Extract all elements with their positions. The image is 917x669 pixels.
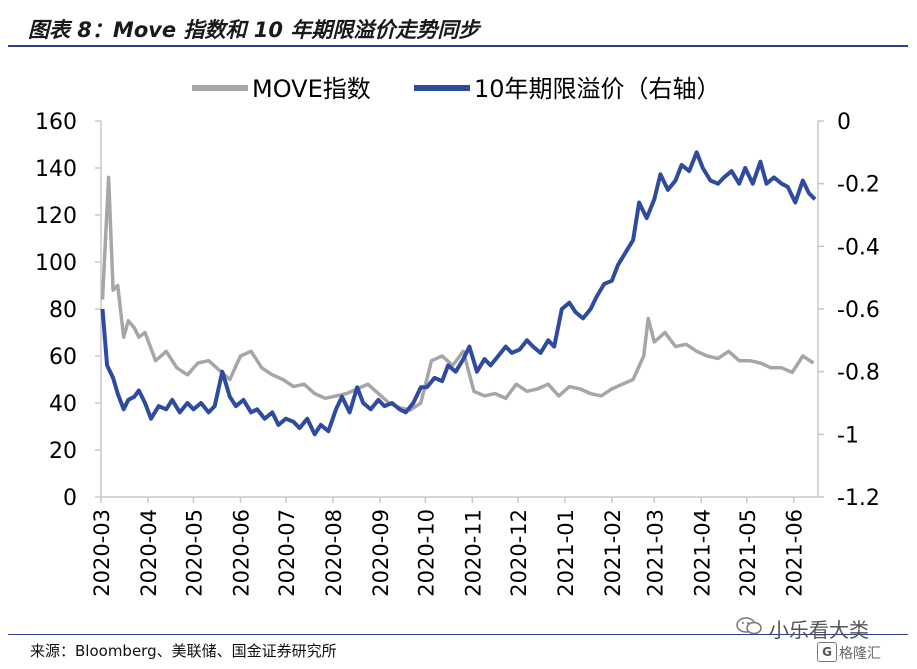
y-right-tick-label: -0.8 [837, 361, 880, 386]
y-left-tick-label: 80 [49, 298, 77, 323]
axes: 160 140 120 100 80 60 40 20 0 0 -0.2 -0.4 -0.6 -0.8 -1… [35, 110, 880, 597]
y-left-tick-label: 60 [49, 345, 77, 370]
series-layer [100, 150, 817, 437]
x-tick-label: 2020-07 [275, 509, 299, 597]
x-tick-label: 2020-12 [507, 509, 531, 597]
series-move-index [100, 175, 815, 412]
x-tick-label: 2020-09 [369, 509, 393, 597]
legend: MOVE指数 10年期限溢价（右轴） [192, 75, 721, 103]
points-term-premium [102, 152, 816, 435]
y-left-tick-label: 40 [49, 392, 77, 417]
brand-logo-icon: G [817, 642, 837, 662]
wechat-icon [736, 617, 762, 635]
y-left-tick-label: 100 [35, 251, 77, 276]
series-term-premium [100, 150, 817, 437]
chart-title-text: 图表 8：Move 指数和 10 年期限溢价走势同步 [28, 18, 480, 42]
y-left-tick-label: 160 [35, 110, 77, 135]
chart-canvas: MOVE指数 10年期限溢价（右轴） 160 140 120 100 80 60 40 20 0 0… [35, 75, 880, 597]
points-move-index [102, 177, 814, 411]
x-tick-label: 2021-02 [601, 509, 625, 597]
source-note: 来源：Bloomberg、美联储、国金证券研究所 [30, 642, 337, 660]
y-right-tick-label: -0.2 [837, 173, 880, 198]
y-left-tick-label: 140 [35, 157, 77, 182]
watermark-name: 小乐看大类 [769, 618, 869, 642]
legend-label: 10年期限溢价（右轴） [474, 75, 721, 103]
y-right-tick-label: 0 [837, 110, 851, 135]
y-right-tick-label: -0.6 [837, 298, 880, 323]
x-tick-label: 2021-01 [554, 509, 578, 597]
chart-title: 图表 8：Move 指数和 10 年期限溢价走势同步 [8, 4, 908, 44]
y-right-tick-label: -1.2 [837, 486, 880, 511]
legend-label: MOVE指数 [252, 75, 371, 103]
y-right-tick-label: -0.4 [837, 235, 880, 260]
watermark: 小乐看大类 G 格隆汇 [735, 612, 910, 664]
y-left-tick-label: 20 [49, 439, 77, 464]
x-tick-label: 2021-03 [643, 509, 667, 597]
footer-divider [8, 634, 908, 635]
x-tick-label: 2020-04 [137, 509, 161, 597]
x-tick-label: 2021-06 [783, 509, 807, 597]
title-divider [8, 45, 908, 47]
x-tick-label: 2020-10 [414, 509, 438, 597]
x-tick-label: 2020-11 [461, 509, 485, 597]
x-tick-label: 2020-05 [182, 509, 206, 597]
x-tick-label: 2021-05 [736, 509, 760, 597]
y-right-tick-label: -1 [837, 423, 859, 448]
y-left-tick-label: 120 [35, 204, 77, 229]
x-tick-label: 2020-08 [322, 509, 346, 597]
watermark-brand: 格隆汇 [839, 646, 881, 662]
x-tick-label: 2020-06 [229, 509, 253, 597]
y-left-tick-label: 0 [63, 486, 77, 511]
x-tick-label: 2020-03 [90, 509, 114, 597]
x-tick-label: 2021-04 [690, 509, 714, 597]
